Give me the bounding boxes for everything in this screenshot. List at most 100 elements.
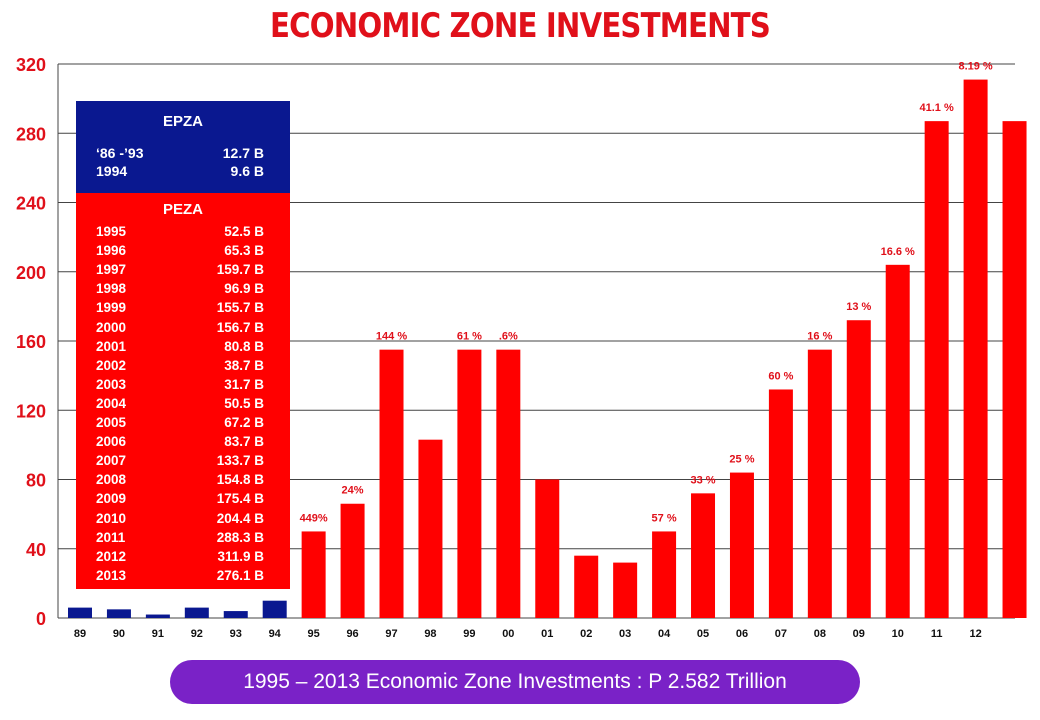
peza-value: 155.7 B xyxy=(216,300,264,316)
epza-box: EPZA ‘86 -’93 12.7 B 1994 9.6 B xyxy=(76,101,290,193)
bar xyxy=(691,493,716,618)
peza-value: 67.2 B xyxy=(224,415,264,430)
peza-row: 2003 31.7 B xyxy=(96,377,264,396)
data-label: 61 % xyxy=(457,331,482,343)
x-tick-label: 95 xyxy=(308,628,320,640)
bar xyxy=(924,121,949,618)
y-tick-label: 120 xyxy=(16,401,46,421)
x-tick-label: 06 xyxy=(736,628,748,640)
bar xyxy=(963,79,988,619)
peza-row: 2009 175.4 B xyxy=(96,491,264,510)
peza-value: 133.7 B xyxy=(216,453,264,469)
data-label: 25 % xyxy=(729,454,754,466)
peza-value: 65.3 B xyxy=(224,243,264,259)
x-tick-label: 97 xyxy=(385,628,397,640)
peza-row: 2008 154.8 B xyxy=(96,472,264,491)
bar xyxy=(846,320,871,618)
peza-value: 83.7 B xyxy=(224,434,264,450)
y-tick-label: 320 xyxy=(16,55,46,75)
peza-year: 2002 xyxy=(96,357,127,373)
data-label: 57 % xyxy=(652,512,677,524)
peza-value: 276.1 B xyxy=(216,567,264,583)
data-label: .6% xyxy=(499,331,518,343)
bar xyxy=(68,607,92,618)
data-labels: 449% 24% 144 % 61 % .6% 57 % 33 % 25 % 60 % 16 % 1… xyxy=(300,61,993,525)
peza-value: 159.7 B xyxy=(216,262,264,278)
x-tick-label: 89 xyxy=(74,628,86,640)
y-tick-label: 40 xyxy=(26,540,46,560)
epza-row: ‘86 -’93 12.7 B xyxy=(96,145,264,161)
y-tick-label: 160 xyxy=(16,332,46,352)
epza-value: 9.6 B xyxy=(230,163,264,179)
epza-heading: EPZA xyxy=(162,113,203,130)
data-label: 449% xyxy=(300,512,328,524)
peza-year: 1997 xyxy=(96,262,127,278)
y-tick-label: 240 xyxy=(16,194,46,214)
x-tick-label: 93 xyxy=(230,628,242,640)
peza-year: 2011 xyxy=(96,529,126,545)
bar xyxy=(457,349,482,618)
peza-year: 2009 xyxy=(96,491,127,507)
peza-row: 2005 67.2 B xyxy=(96,415,264,434)
x-tick-label: 02 xyxy=(580,628,592,640)
x-tick-label: 09 xyxy=(853,628,865,640)
peza-value: 38.7 B xyxy=(224,357,264,373)
data-label: 144 % xyxy=(376,331,407,343)
data-label: 16 % xyxy=(807,331,832,343)
peza-row: 2000 156.7 B xyxy=(96,320,264,339)
peza-value: 204.4 B xyxy=(216,510,264,526)
data-label: 41.1 % xyxy=(920,102,954,114)
peza-value: 96.9 B xyxy=(224,281,264,297)
peza-heading: PEZA xyxy=(162,201,203,218)
y-tick-label: 0 xyxy=(36,609,46,629)
peza-year: 2004 xyxy=(96,395,127,411)
bar xyxy=(106,609,131,618)
peza-value: 52.5 B xyxy=(224,224,264,239)
peza-year: 2013 xyxy=(96,567,127,583)
x-tick-label: 98 xyxy=(424,628,436,640)
peza-value: 156.7 B xyxy=(216,319,264,335)
peza-year: 2007 xyxy=(96,453,127,469)
peza-value: 31.7 B xyxy=(224,376,264,392)
bar xyxy=(1002,121,1027,618)
peza-row: 2007 133.7 B xyxy=(96,453,264,472)
peza-box: PEZA 1995 52.5 B 1996 65.3 B 1997 159.7 B 1998… xyxy=(76,193,290,589)
peza-year: 2008 xyxy=(96,472,127,488)
peza-row: 1997 159.7 B xyxy=(96,262,264,281)
data-label: 60 % xyxy=(768,370,793,382)
x-tick-label: 10 xyxy=(892,628,904,640)
bar xyxy=(535,479,560,618)
peza-row: 1998 96.9 B xyxy=(96,281,264,300)
y-tick-label: 280 xyxy=(16,124,46,144)
data-label: 24% xyxy=(342,485,364,497)
peza-year: 1996 xyxy=(96,243,127,259)
x-tick-label: 90 xyxy=(113,628,125,640)
y-tick-label: 200 xyxy=(16,263,46,283)
peza-year: 1995 xyxy=(96,224,127,239)
peza-year: 2005 xyxy=(96,415,127,430)
peza-value: 80.8 B xyxy=(224,338,264,354)
bars xyxy=(68,79,1027,619)
x-tick-label: 11 xyxy=(931,628,943,640)
peza-row: 2001 80.8 B xyxy=(96,339,264,358)
peza-year: 2006 xyxy=(96,434,127,450)
data-label: 33 % xyxy=(690,474,715,486)
x-tick-label: 00 xyxy=(502,628,514,640)
x-tick-label: 04 xyxy=(658,628,671,640)
bar xyxy=(652,531,677,618)
epza-period: ‘86 -’93 xyxy=(96,145,144,161)
peza-row: 1999 155.7 B xyxy=(96,300,264,319)
peza-year: 2000 xyxy=(96,319,127,335)
x-tick-label: 96 xyxy=(346,628,358,640)
data-label: 16.6 % xyxy=(881,246,915,258)
bar xyxy=(418,439,443,618)
peza-year: 2012 xyxy=(96,548,127,564)
bar xyxy=(574,555,599,618)
x-tick-label: 12 xyxy=(969,628,981,640)
peza-row: 1995 52.5 B xyxy=(96,224,264,243)
bar xyxy=(223,611,248,618)
x-axis-ticks: 89 90 91 92 93 94 95 96 97 98 99 00 01 02 03 04 05 06 07 08… xyxy=(74,628,982,640)
data-label: 13 % xyxy=(846,301,871,313)
peza-row: 2011 288.3 B xyxy=(96,530,264,549)
epza-value: 12.7 B xyxy=(222,145,264,161)
